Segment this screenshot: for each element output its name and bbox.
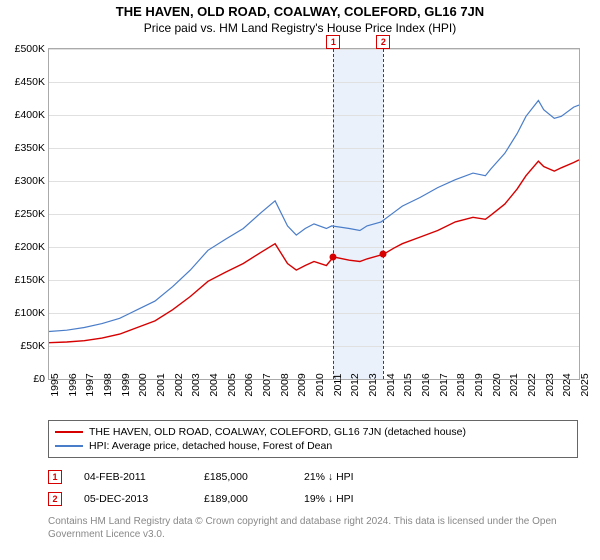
y-tick-label: £250K	[3, 208, 45, 220]
sale-price: £185,000	[204, 471, 304, 483]
sale-row: 2 05-DEC-2013£189,00019% ↓ HPI	[48, 488, 578, 510]
legend-label: HPI: Average price, detached house, Fore…	[89, 440, 332, 452]
legend-swatch	[55, 445, 83, 447]
y-tick-label: £100K	[3, 307, 45, 319]
legend-item: HPI: Average price, detached house, Fore…	[55, 439, 571, 453]
y-tick-label: £450K	[3, 76, 45, 88]
annotation-marker: 1	[326, 35, 340, 49]
legend-label: THE HAVEN, OLD ROAD, COALWAY, COLEFORD, …	[89, 426, 466, 438]
chart-subtitle: Price paid vs. HM Land Registry's House …	[0, 19, 600, 35]
y-tick-label: £150K	[3, 274, 45, 286]
y-tick-label: £350K	[3, 142, 45, 154]
sale-marker	[330, 253, 337, 260]
plot-area: £0£50K£100K£150K£200K£250K£300K£350K£400…	[48, 48, 580, 380]
sale-marker	[380, 251, 387, 258]
chart-title: THE HAVEN, OLD ROAD, COALWAY, COLEFORD, …	[0, 0, 600, 19]
y-tick-label: £400K	[3, 109, 45, 121]
legend-item: THE HAVEN, OLD ROAD, COALWAY, COLEFORD, …	[55, 425, 571, 439]
sale-row: 1 04-FEB-2011£185,00021% ↓ HPI	[48, 466, 578, 488]
sale-vs-hpi: 19% ↓ HPI	[304, 493, 424, 505]
y-tick-label: £0	[3, 373, 45, 385]
legend: THE HAVEN, OLD ROAD, COALWAY, COLEFORD, …	[48, 420, 578, 458]
sale-date: 05-DEC-2013	[84, 493, 204, 505]
sale-vs-hpi: 21% ↓ HPI	[304, 471, 424, 483]
sale-price: £189,000	[204, 493, 304, 505]
footnote: Contains HM Land Registry data © Crown c…	[48, 516, 578, 541]
legend-swatch	[55, 431, 83, 433]
annotation-marker: 2	[376, 35, 390, 49]
y-tick-label: £300K	[3, 175, 45, 187]
x-tick-label: 2025	[579, 373, 591, 396]
sales-table: 1 04-FEB-2011£185,00021% ↓ HPI 2 05-DEC-201…	[48, 466, 578, 510]
sale-index-badge: 1	[48, 470, 62, 484]
sale-index-badge: 2	[48, 492, 62, 506]
y-tick-label: £200K	[3, 241, 45, 253]
series-hpi	[49, 101, 579, 332]
y-tick-label: £500K	[3, 43, 45, 55]
y-tick-label: £50K	[3, 340, 45, 352]
sale-date: 04-FEB-2011	[84, 471, 204, 483]
series-subject	[49, 160, 579, 343]
